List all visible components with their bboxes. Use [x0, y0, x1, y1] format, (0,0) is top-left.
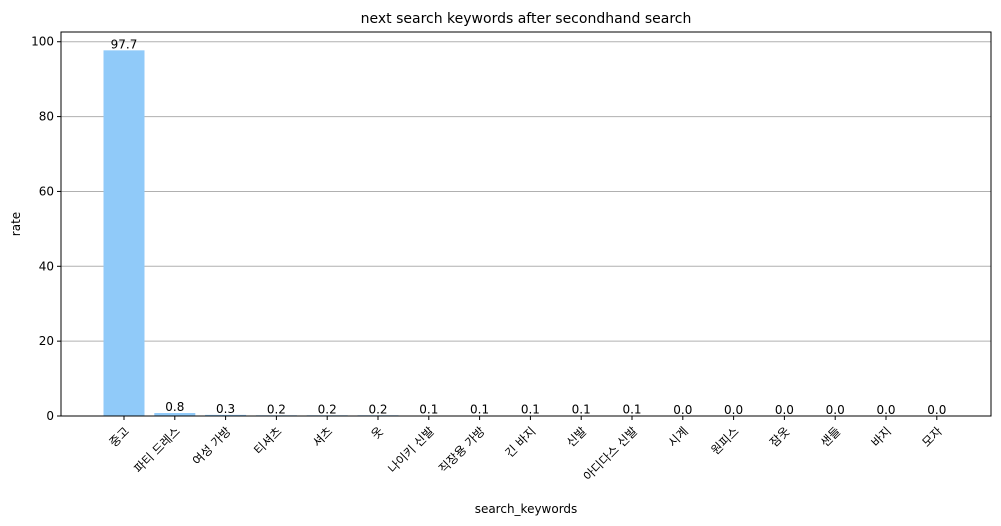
value-labels: 97.7 0.8 0.3 0.2 0.2 0.2 0.1 0.1 0.1 0.1 0.1 0.0 0.0… [111, 37, 947, 417]
x-tick-label: 잠옷 [767, 424, 793, 450]
x-axis-ticks: 중고 파티 드레스 여성 가방 티셔츠 셔츠 옷 나이키 신발 직장용 가방 긴 바지 신발아디다… [107, 416, 945, 484]
x-tick-label: 긴 바지 [503, 424, 539, 460]
bar-value-label: 0.8 [165, 400, 184, 414]
x-axis-label: search_keywords [475, 502, 578, 516]
plot-frame [60, 31, 992, 417]
bar [205, 414, 247, 416]
bar-value-label: 0.0 [775, 403, 794, 417]
y-tick-label: 20 [39, 334, 54, 348]
bar [103, 50, 145, 417]
bar-value-label: 0.2 [368, 402, 387, 416]
bar-value-label: 0.1 [572, 403, 591, 417]
bar-value-label: 0.1 [521, 403, 540, 417]
chart-title: next search keywords after secondhand se… [361, 11, 692, 27]
x-tick-label: 시계 [665, 424, 691, 450]
bar-value-label: 0.0 [876, 403, 895, 417]
bar-value-label: 0.0 [724, 403, 743, 417]
bar [154, 413, 196, 416]
y-tick-label: 80 [39, 110, 54, 124]
x-tick-label: 원피스 [708, 424, 741, 457]
y-tick-label: 60 [39, 184, 54, 198]
bar-value-label: 0.3 [216, 402, 235, 416]
y-axis-ticks: 0 20 40 60 80 100 [31, 35, 61, 423]
x-tick-label: 샌들 [818, 424, 844, 450]
bar-value-label: 0.1 [622, 403, 641, 417]
y-tick-label: 40 [39, 259, 54, 273]
y-tick-label: 100 [31, 35, 54, 49]
bar-value-label: 0.2 [267, 402, 286, 416]
x-tick-label: 직장용 가방 [436, 424, 488, 476]
x-tick-label: 여성 가방 [190, 424, 234, 468]
bar-value-label: 0.2 [318, 402, 337, 416]
x-tick-label: 바지 [869, 424, 895, 450]
bar-value-label: 0.0 [673, 403, 692, 417]
x-tick-label: 옷 [368, 424, 386, 442]
bar-value-label: 0.1 [470, 403, 489, 417]
x-tick-label: 신발 [564, 424, 590, 450]
y-tick-label: 0 [46, 409, 54, 423]
bars [103, 50, 653, 417]
x-tick-label: 아디다스 신발 [581, 424, 640, 483]
bar-value-label: 0.0 [826, 403, 845, 417]
bar-value-label: 97.7 [111, 37, 138, 51]
bar-value-label: 0.0 [927, 403, 946, 417]
x-tick-label: 셔츠 [310, 424, 336, 450]
x-tick-label: 중고 [107, 424, 133, 450]
grid-lines [61, 41, 991, 342]
bar-value-label: 0.1 [419, 403, 438, 417]
x-tick-label: 티셔츠 [251, 424, 284, 457]
y-axis-label: rate [9, 212, 23, 236]
x-tick-label: 나이키 신발 [385, 424, 437, 476]
x-tick-label: 모자 [919, 424, 945, 450]
x-tick-label: 파티 드레스 [131, 424, 183, 476]
